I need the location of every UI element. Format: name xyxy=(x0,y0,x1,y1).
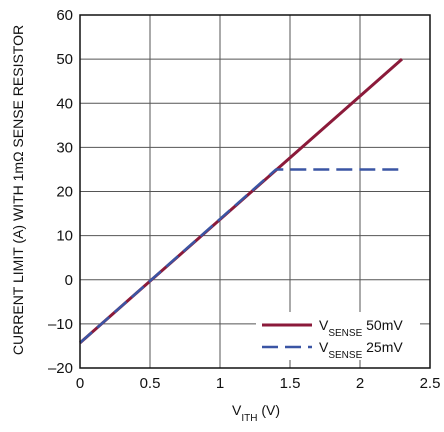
y-tick-label: 0 xyxy=(65,272,73,289)
x-tick-label: 1.5 xyxy=(280,375,301,392)
series-lines xyxy=(80,59,402,343)
y-tick-label: 30 xyxy=(56,139,73,156)
x-tick-labels: 0 0.5 1 1.5 2 2.5 xyxy=(76,375,441,392)
x-tick-label: 2.5 xyxy=(420,375,441,392)
legend: VSENSE 50mV VSENSE 25mV xyxy=(256,312,420,361)
y-tick-label: 20 xyxy=(56,184,73,201)
y-tick-label: 50 xyxy=(56,51,73,68)
x-tick-label: 1 xyxy=(216,375,224,392)
y-tick-label: –10 xyxy=(48,316,73,333)
y-tick-label: 40 xyxy=(56,95,73,112)
x-tick-label: 0.5 xyxy=(140,375,161,392)
y-tick-label: –20 xyxy=(48,360,73,377)
x-tick-label: 0 xyxy=(76,375,84,392)
x-axis-label: VITH (V) xyxy=(232,402,280,424)
y-tick-label: 60 xyxy=(56,7,73,24)
y-axis-label: CURRENT LIMIT (A) WITH 1mΩ SENSE RESISTO… xyxy=(10,25,26,355)
y-tick-labels: –20 –10 0 10 20 30 40 50 60 xyxy=(48,7,73,377)
x-tick-label: 2 xyxy=(356,375,364,392)
y-tick-label: 10 xyxy=(56,228,73,245)
